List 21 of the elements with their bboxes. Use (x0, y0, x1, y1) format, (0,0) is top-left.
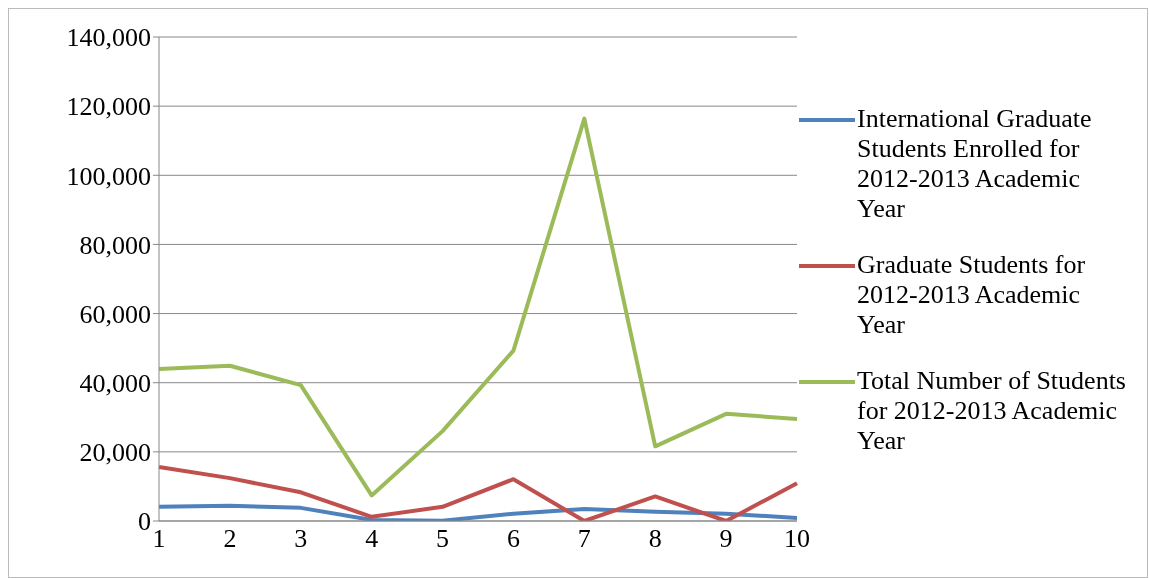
legend-label: Graduate Students for 2012-2013 Academic Year (857, 250, 1087, 340)
y-tick-label: 40,000 (79, 368, 151, 398)
x-tick-label: 4 (365, 524, 379, 554)
legend-label: Total Number of Students for 2012-2013 Academic Year (857, 366, 1127, 456)
x-tick-label: 9 (719, 524, 733, 554)
x-tick-label: 5 (436, 524, 450, 554)
y-tick-label: 20,000 (79, 438, 151, 468)
x-tick-label: 10 (784, 524, 810, 554)
y-tick-label: 80,000 (79, 230, 151, 260)
y-tick-label: 60,000 (79, 299, 151, 329)
y-tick-label: 100,000 (66, 161, 151, 191)
x-tick-label: 2 (223, 524, 237, 554)
x-tick-label: 3 (294, 524, 308, 554)
legend-label: International Graduate Students Enrolled for 2012-2013 Academic Year (857, 104, 1093, 224)
y-tick-label: 0 (138, 507, 151, 537)
x-tick-label: 1 (152, 524, 166, 554)
y-tick-label: 120,000 (66, 92, 151, 122)
x-tick-label: 7 (577, 524, 591, 554)
x-tick-label: 6 (506, 524, 520, 554)
y-tick-label: 140,000 (66, 23, 151, 53)
x-tick-label: 8 (648, 524, 662, 554)
